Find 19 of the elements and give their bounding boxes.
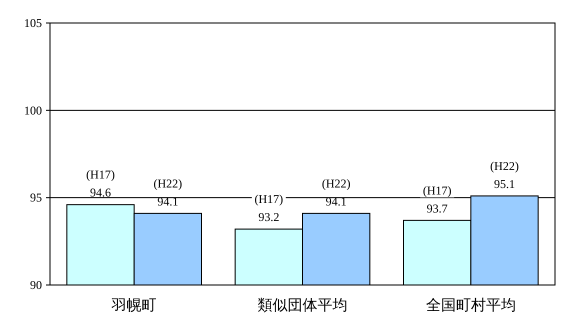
data-label: 93.7 bbox=[426, 201, 448, 216]
series-label: (H22) bbox=[153, 176, 182, 190]
data-label: 94.1 bbox=[157, 194, 178, 208]
x-tick-label: 全国町村平均 bbox=[426, 296, 516, 314]
y-tick-label: 105 bbox=[24, 16, 42, 30]
data-label: 94.6 bbox=[90, 186, 111, 200]
series-label: (H17) bbox=[86, 168, 115, 182]
y-tick-label: 100 bbox=[24, 103, 42, 118]
x-tick-label: 羽幌町 bbox=[110, 296, 157, 314]
text: (H17) bbox=[422, 183, 452, 198]
x-tick-label: 類似団体平均 bbox=[258, 296, 348, 314]
data-label: 94.1 bbox=[326, 194, 347, 208]
text: (H22) bbox=[490, 158, 519, 173]
data-label: 95.1 bbox=[494, 176, 515, 191]
text: (H17) bbox=[254, 192, 284, 206]
text: (H22) bbox=[322, 176, 351, 190]
data-label: 93.2 bbox=[258, 210, 280, 224]
y-tick-label: 95 bbox=[30, 190, 42, 205]
y-tick-label: 90 bbox=[30, 278, 42, 292]
